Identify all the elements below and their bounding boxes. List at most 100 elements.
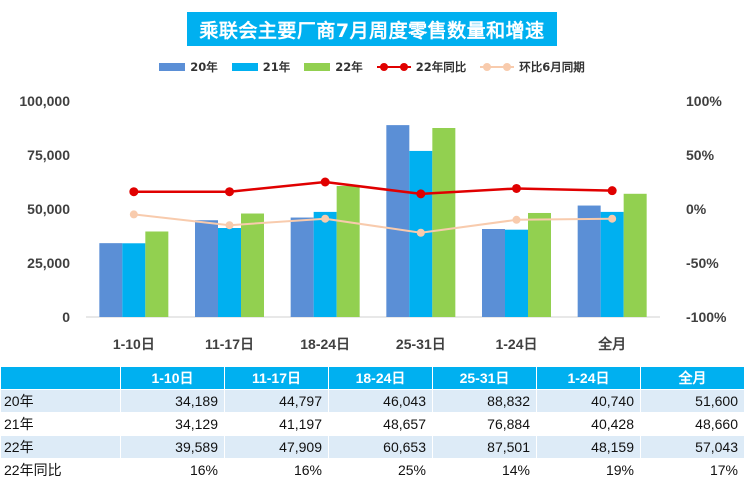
table-cell: 41,197 xyxy=(225,413,329,436)
table-cell: 48,657 xyxy=(329,413,433,436)
legend-swatch-21 xyxy=(232,63,258,71)
bar-22 xyxy=(337,186,360,317)
table-header-row: 1-10日 11-17日 18-24日 25-31日 1-24日 全月 xyxy=(1,367,744,390)
row-label: 22年同比 xyxy=(1,459,121,482)
bar-21 xyxy=(218,228,241,317)
table-cell: 25% xyxy=(329,459,433,482)
chart-canvas: 0 25,000 50,000 75,000 100,000 -100% -50% 0% 50%… xyxy=(0,0,744,365)
legend-swatch-20 xyxy=(159,63,185,71)
bar-20 xyxy=(99,243,122,317)
x-tick-label: 25-31日 xyxy=(396,336,446,352)
legend-swatch-22 xyxy=(304,63,330,71)
chart-area: 0 25,000 50,000 75,000 100,000 -100% -50% 0% 50%… xyxy=(0,0,744,365)
legend-item-yoy: 22年同比 xyxy=(377,59,467,75)
x-tick-label: 11-17日 xyxy=(205,336,254,352)
table-cell: 48,660 xyxy=(641,413,744,436)
table-cell: 14% xyxy=(433,459,537,482)
y-right-tick-label: -50% xyxy=(686,255,719,271)
table-cell: 88,832 xyxy=(433,390,537,413)
y-left-tick-label: 50,000 xyxy=(27,201,70,217)
y-right-tick-label: 0% xyxy=(686,201,707,217)
x-tick-label: 18-24日 xyxy=(300,336,350,352)
bar-22 xyxy=(528,213,551,317)
line-yoy-point xyxy=(129,187,138,196)
table-cell: 87,501 xyxy=(433,436,537,459)
y-left-tick-label: 25,000 xyxy=(27,255,70,271)
line-mom-point xyxy=(321,215,329,223)
legend-item-20: 20年 xyxy=(159,59,218,75)
line-yoy-point xyxy=(225,187,234,196)
row-label: 20年 xyxy=(1,390,121,413)
legend-swatch-mom xyxy=(480,62,514,72)
line-mom-point xyxy=(226,221,234,229)
legend-item-22: 22年 xyxy=(304,59,363,75)
chart-title: 乘联会主要厂商7月周度零售数量和增速 xyxy=(187,12,557,46)
line-yoy-point xyxy=(512,184,521,193)
legend-label-22: 22年 xyxy=(335,59,363,75)
y-right-tick-label: 100% xyxy=(686,93,722,109)
line-yoy-point xyxy=(608,186,617,195)
table-cell: 48,159 xyxy=(537,436,641,459)
table-row: 20年 34,189 44,797 46,043 88,832 40,740 5… xyxy=(1,390,744,413)
y-left-tick-label: 0 xyxy=(62,309,70,325)
data-table: 1-10日 11-17日 18-24日 25-31日 1-24日 全月 20年 … xyxy=(0,366,744,482)
table-cell: 40,740 xyxy=(537,390,641,413)
line-yoy-point xyxy=(321,178,330,187)
bar-20 xyxy=(386,125,409,317)
bar-22 xyxy=(145,231,168,317)
y-right-tick-label: 50% xyxy=(686,147,715,163)
table-cell: 34,189 xyxy=(121,390,225,413)
table-cell: 76,884 xyxy=(433,413,537,436)
legend-swatch-yoy xyxy=(377,62,411,72)
legend-item-mom: 环比6月同期 xyxy=(480,59,585,75)
line-mom-point xyxy=(513,216,521,224)
bar-20 xyxy=(291,218,314,317)
x-tick-label: 全月 xyxy=(597,336,626,352)
bar-22 xyxy=(624,194,647,317)
bar-21 xyxy=(505,230,528,317)
table-cell: 44,797 xyxy=(225,390,329,413)
table-cell: 16% xyxy=(121,459,225,482)
chart-legend: 20年 21年 22年 22年同比 环比6月同期 xyxy=(0,58,744,76)
table-cell: 39,589 xyxy=(121,436,225,459)
table-header-cell: 1-24日 xyxy=(537,367,641,390)
bar-21 xyxy=(601,212,624,317)
bar-22 xyxy=(432,128,455,317)
bar-21 xyxy=(122,243,145,317)
bar-20 xyxy=(195,220,218,317)
y-left-tick-label: 100,000 xyxy=(19,93,70,109)
x-tick-label: 1-10日 xyxy=(113,336,155,352)
table-cell: 17% xyxy=(641,459,744,482)
bar-20 xyxy=(482,229,505,317)
line-mom-point xyxy=(417,229,425,237)
legend-item-21: 21年 xyxy=(232,59,291,75)
row-label: 22年 xyxy=(1,436,121,459)
table-header-cell: 全月 xyxy=(641,367,744,390)
table-cell: 16% xyxy=(225,459,329,482)
table-row: 22年同比 16% 16% 25% 14% 19% 17% xyxy=(1,459,744,482)
line-mom-point xyxy=(608,215,616,223)
table-cell: 40,428 xyxy=(537,413,641,436)
table-cell: 60,653 xyxy=(329,436,433,459)
y-right-tick-label: -100% xyxy=(686,309,727,325)
table-header-cell: 18-24日 xyxy=(329,367,433,390)
table-header-cell xyxy=(1,367,121,390)
legend-label-21: 21年 xyxy=(263,59,291,75)
table-header-cell: 11-17日 xyxy=(225,367,329,390)
table-cell: 51,600 xyxy=(641,390,744,413)
table-cell: 19% xyxy=(537,459,641,482)
table-header-cell: 1-10日 xyxy=(121,367,225,390)
bar-22 xyxy=(241,214,264,317)
y-left-tick-label: 75,000 xyxy=(27,147,70,163)
bar-20 xyxy=(578,206,601,317)
table-cell: 46,043 xyxy=(329,390,433,413)
legend-label-20: 20年 xyxy=(190,59,218,75)
bar-21 xyxy=(314,212,337,317)
row-label: 21年 xyxy=(1,413,121,436)
line-mom-point xyxy=(130,210,138,218)
table-cell: 34,129 xyxy=(121,413,225,436)
legend-label-mom: 环比6月同期 xyxy=(519,59,585,75)
x-tick-label: 1-24日 xyxy=(495,336,537,352)
table-cell: 47,909 xyxy=(225,436,329,459)
table-row: 22年 39,589 47,909 60,653 87,501 48,159 5… xyxy=(1,436,744,459)
